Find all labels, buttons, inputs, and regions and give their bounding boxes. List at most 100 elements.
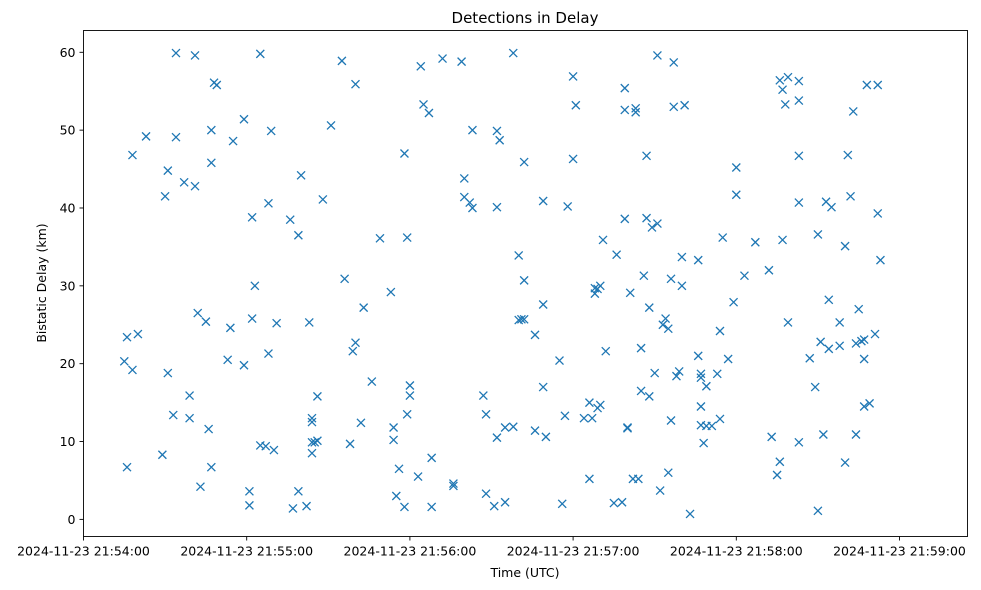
data-point [701,381,711,391]
data-point [775,75,785,85]
data-point [555,356,564,366]
data-point [481,409,491,419]
data-point [810,382,820,392]
data-point [851,430,861,439]
data-point [119,356,129,366]
data-point [813,506,823,516]
data-point [402,233,412,243]
data-point [141,131,151,141]
data-point [835,341,845,351]
data-point [185,391,195,401]
data-point [835,317,845,327]
data-point [261,441,271,451]
data-point [851,338,861,348]
data-point [416,61,426,71]
data-point [538,382,548,392]
data-point [190,181,200,191]
data-point [285,215,295,225]
data-point [731,163,741,172]
data-point [133,329,143,339]
data-point [631,103,641,113]
data-point [538,196,548,206]
data-point [225,323,235,333]
data-point [519,157,529,167]
data-point [157,450,167,460]
data-point [718,233,728,243]
data-point [625,288,635,298]
data-point [481,489,491,499]
data-point [859,402,869,411]
data-point [239,114,249,124]
data-point [538,300,548,309]
data-point [579,413,589,423]
data-point [636,343,646,353]
data-point [740,271,749,281]
data-point [500,497,510,507]
data-point [674,367,684,376]
data-point [272,318,282,328]
data-point [813,229,823,239]
data-point [876,255,885,265]
data-point [508,48,518,58]
data-point [375,233,385,243]
data-point [816,337,826,347]
data-point [459,173,469,183]
data-point [185,413,195,423]
data-point [394,464,404,474]
data-point [492,433,502,443]
data-point [854,304,864,314]
data-point [666,274,676,284]
data-point [843,150,853,160]
data-point [723,354,733,364]
data-point [413,472,423,482]
y-tick-label: 30 [60,278,76,293]
data-point [560,411,570,421]
data-point [304,317,314,327]
data-point [712,369,722,379]
data-point [255,49,265,59]
data-point [794,96,804,106]
data-point [568,154,578,164]
y-tick-label: 10 [60,434,76,449]
data-point [264,349,273,359]
data-point [650,368,660,378]
data-point [652,219,662,229]
data-point [296,170,306,180]
data-point [620,105,630,115]
data-point [250,281,260,291]
data-point [530,426,540,436]
data-point [264,198,273,208]
data-point [307,413,317,423]
data-point [612,250,622,260]
data-point [636,386,646,396]
data-point [557,499,567,509]
data-point [424,108,434,118]
data-point [642,213,651,223]
data-point [190,50,200,60]
data-point [693,351,703,361]
data-point [160,191,170,201]
data-point [587,413,597,423]
data-point [644,303,654,313]
data-point [465,198,475,207]
data-point [389,423,399,432]
data-point [367,377,377,387]
data-point [206,158,216,168]
plot-frame [83,30,968,537]
data-point [468,203,477,213]
data-point [818,430,828,439]
data-point [707,421,717,431]
data-point [865,398,875,408]
data-point [128,150,137,160]
data-point [312,391,322,401]
data-point [196,482,205,492]
data-point [307,437,317,447]
y-tick-label: 20 [60,356,76,371]
data-point [783,72,793,82]
data-point [715,414,725,424]
data-point [495,135,505,145]
data-point [468,125,477,135]
data-point [340,274,350,284]
